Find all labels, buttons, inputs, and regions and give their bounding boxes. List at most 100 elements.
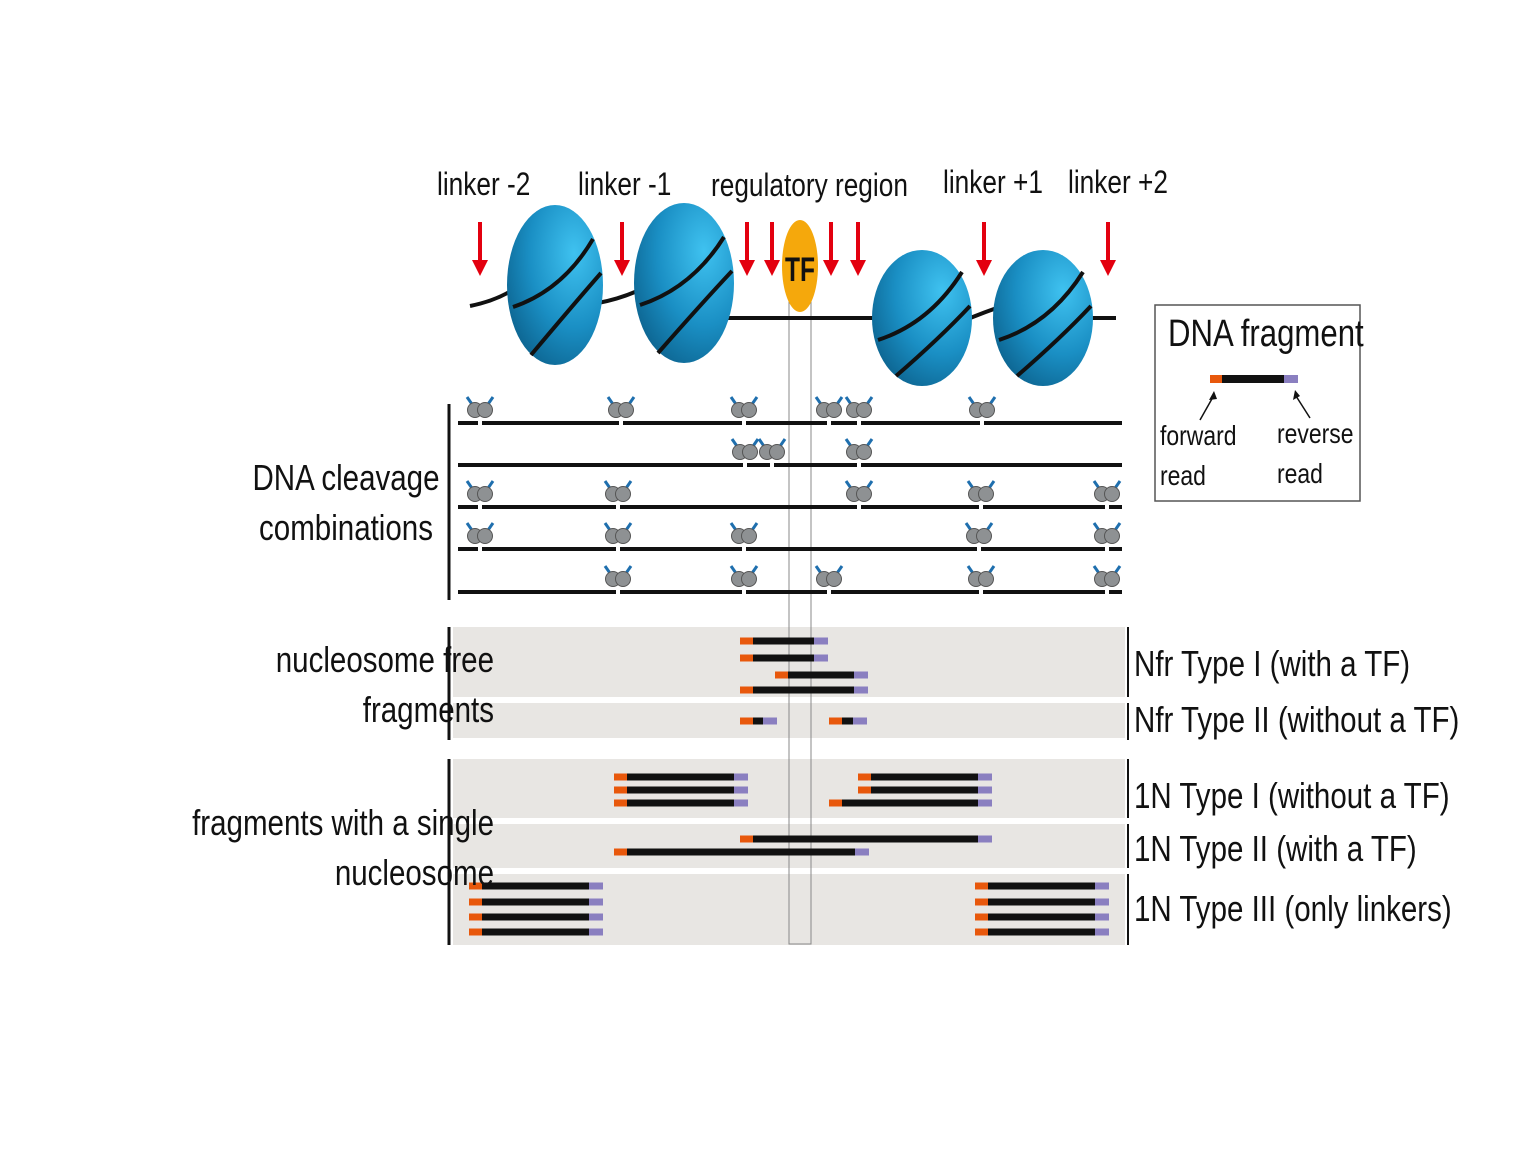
cleavage-arrowhead bbox=[739, 260, 755, 276]
reverse-read bbox=[734, 773, 748, 781]
dna-fragment bbox=[975, 898, 1109, 906]
dna-fragment bbox=[740, 637, 828, 645]
forward-read bbox=[740, 686, 753, 694]
tn5-enzyme-icon bbox=[966, 480, 996, 511]
chromatin-schematic: TF bbox=[469, 203, 1116, 386]
forward-read bbox=[469, 882, 482, 890]
legend bbox=[1154, 304, 1361, 502]
forward-read bbox=[614, 773, 627, 781]
cut-gap bbox=[827, 419, 831, 427]
section-nfr-label: nucleosome free fragments bbox=[275, 639, 494, 730]
dna-fragment bbox=[614, 786, 748, 794]
forward-read bbox=[858, 786, 871, 794]
nucleosome-dna-wrap bbox=[639, 235, 726, 307]
tn5-enzyme-icon bbox=[1092, 565, 1122, 596]
fragment-body bbox=[988, 898, 1095, 906]
legend-arrowhead bbox=[1209, 391, 1217, 400]
cleavage-arrowhead bbox=[1100, 260, 1116, 276]
dna-fragment bbox=[858, 773, 992, 781]
enzyme-lobe bbox=[976, 528, 992, 544]
cleavage-arrowhead bbox=[764, 260, 780, 276]
cut-gap bbox=[743, 461, 747, 469]
reverse-read bbox=[589, 882, 603, 890]
fragment-body bbox=[988, 913, 1095, 921]
forward-read bbox=[858, 773, 871, 781]
nucleosome-dna-wrap bbox=[529, 271, 603, 357]
tn5-enzyme-icon bbox=[729, 396, 759, 427]
reverse-read bbox=[854, 671, 868, 679]
cut-gap bbox=[616, 503, 620, 511]
legend-dna-swatch bbox=[1222, 375, 1284, 383]
fragment-body bbox=[482, 928, 589, 936]
enzyme-lobe bbox=[856, 486, 872, 502]
fragment-body bbox=[753, 686, 854, 694]
forward-read bbox=[975, 928, 988, 936]
dna-fragment bbox=[740, 654, 828, 662]
transcription-factor bbox=[782, 220, 818, 312]
fragment-body bbox=[871, 786, 978, 794]
fragment-body bbox=[842, 717, 853, 725]
tn5-enzyme-icon bbox=[966, 565, 996, 596]
enzyme-lobe bbox=[979, 402, 995, 418]
cut-gap bbox=[478, 503, 482, 511]
enzyme-lobe bbox=[741, 571, 757, 587]
tn5-enzyme-icon bbox=[465, 480, 495, 511]
dna-fragment bbox=[740, 717, 777, 725]
enzyme-lobe bbox=[615, 571, 631, 587]
reverse-read bbox=[734, 786, 748, 794]
enzyme-lobe bbox=[978, 486, 994, 502]
forward-read bbox=[614, 786, 627, 794]
legend-pointer bbox=[1295, 395, 1311, 419]
nucleosome-dna-wrap bbox=[894, 304, 972, 378]
tn5-enzyme-icon bbox=[844, 396, 874, 427]
forward-read bbox=[775, 671, 788, 679]
cleavage-arrowhead bbox=[472, 260, 488, 276]
cut-gap bbox=[1105, 588, 1109, 596]
tn5-enzyme-icon bbox=[465, 522, 495, 553]
cut-gap bbox=[980, 419, 984, 427]
dna-fragment bbox=[975, 928, 1109, 936]
reverse-read bbox=[589, 898, 603, 906]
enzyme-lobe bbox=[741, 528, 757, 544]
forward-read bbox=[740, 717, 753, 725]
cut-gap bbox=[979, 588, 983, 596]
type-label-1n-2: 1N Type II (with a TF) bbox=[1134, 828, 1417, 869]
cut-gap bbox=[977, 545, 981, 553]
cut-gap bbox=[1105, 545, 1109, 553]
type-label-1n-3: 1N Type III (only linkers) bbox=[1134, 888, 1452, 929]
label-linker-minus-1: linker -1 bbox=[578, 166, 672, 202]
reverse-read bbox=[1095, 928, 1109, 936]
fragment-body bbox=[988, 882, 1095, 890]
enzyme-lobe bbox=[1104, 528, 1120, 544]
fragment-body bbox=[482, 913, 589, 921]
nucleosome-dna-wrap bbox=[656, 269, 734, 355]
legend-arrowhead bbox=[1293, 390, 1300, 400]
tn5-enzyme-icon bbox=[730, 438, 760, 469]
cut-gap bbox=[478, 545, 482, 553]
dna-fragment bbox=[614, 773, 748, 781]
forward-read bbox=[740, 835, 753, 843]
legend-title: DNA fragment bbox=[1168, 313, 1364, 355]
dna-fragment bbox=[975, 913, 1109, 921]
enzyme-lobe bbox=[618, 402, 634, 418]
forward-read bbox=[829, 799, 842, 807]
enzyme-lobe bbox=[615, 528, 631, 544]
dna-fragment bbox=[614, 799, 748, 807]
dna-fragment bbox=[740, 686, 868, 694]
type-label-1n-1: 1N Type I (without a TF) bbox=[1134, 775, 1450, 816]
tn5-enzyme-icon bbox=[757, 438, 787, 469]
label-regulatory-region: regulatory region bbox=[711, 167, 908, 203]
tn5-enzyme-icon bbox=[844, 480, 874, 511]
section-single-label: fragments with a single nucleosome bbox=[192, 802, 494, 893]
dna-fragment bbox=[858, 786, 992, 794]
forward-read bbox=[829, 717, 842, 725]
enzyme-lobe bbox=[615, 486, 631, 502]
reverse-read bbox=[589, 913, 603, 921]
tn5-enzyme-icon bbox=[465, 396, 495, 427]
tn5-enzyme-icon bbox=[814, 396, 844, 427]
forward-read bbox=[469, 898, 482, 906]
tn5-enzyme-icon bbox=[814, 565, 844, 596]
nucleosome-dna-wrap bbox=[998, 270, 1085, 342]
fragment-body bbox=[627, 786, 734, 794]
dna-fragment bbox=[829, 717, 867, 725]
